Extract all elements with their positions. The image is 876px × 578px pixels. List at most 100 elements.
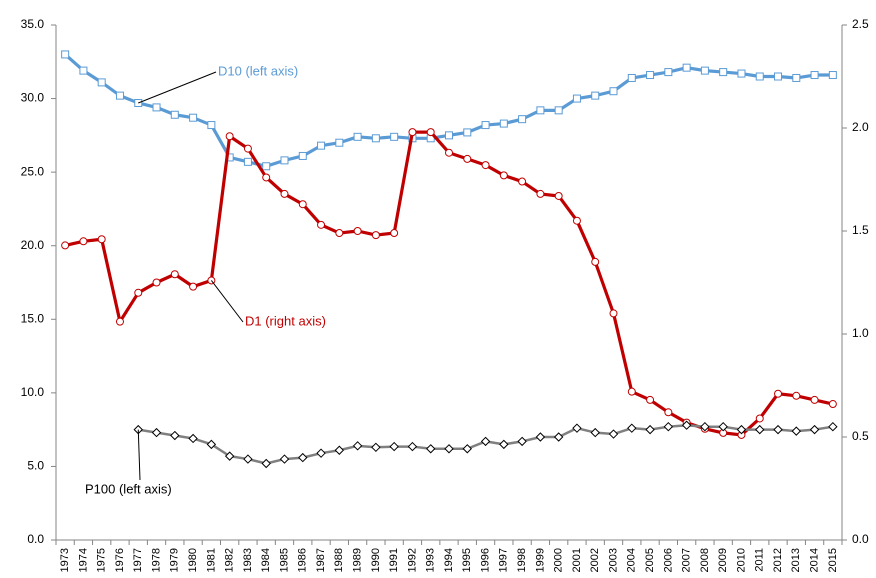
x-tick-label: 1984 (260, 548, 272, 572)
marker (353, 132, 362, 141)
marker (755, 414, 764, 423)
marker (115, 317, 124, 326)
x-tick-label: 1986 (297, 548, 309, 572)
marker (774, 72, 783, 81)
marker (718, 421, 728, 432)
marker (755, 72, 764, 81)
x-tick-label: 1980 (187, 548, 199, 572)
x-tick-label: 1990 (370, 548, 382, 572)
x-tick-label: 1976 (114, 548, 126, 572)
x-tick-label: 1991 (388, 548, 400, 572)
x-tick-label: 1979 (169, 548, 181, 572)
marker (736, 424, 747, 435)
y2-tick-label: 2.0 (852, 120, 869, 134)
marker (243, 157, 252, 166)
marker (463, 128, 472, 137)
marker (499, 119, 508, 128)
y2-tick-label: 1.0 (852, 326, 869, 340)
marker (206, 439, 217, 450)
marker (390, 229, 399, 238)
marker (152, 103, 161, 112)
marker (536, 189, 545, 198)
x-tick-label: 2015 (827, 548, 839, 572)
x-tick-label: 1973 (59, 548, 71, 572)
marker (463, 154, 472, 163)
x-tick-label: 2007 (681, 548, 693, 572)
marker (97, 235, 106, 244)
marker (298, 452, 308, 463)
marker (243, 454, 253, 464)
marker (828, 400, 837, 409)
marker (828, 71, 837, 80)
marker (810, 71, 819, 80)
x-tick-label: 2009 (717, 548, 729, 572)
marker (371, 442, 381, 453)
x-tick-label: 2003 (607, 548, 619, 572)
x-tick-label: 1975 (96, 548, 108, 572)
marker (371, 231, 380, 240)
marker (61, 241, 70, 250)
marker (390, 132, 399, 141)
marker (609, 87, 618, 96)
x-tick-label: 1987 (315, 548, 327, 572)
marker (517, 436, 527, 447)
annotation: D10 (left axis) (218, 63, 298, 78)
x-tick-label: 1977 (132, 548, 144, 572)
marker (681, 420, 692, 430)
x-tick-label: 1994 (443, 548, 455, 572)
marker (189, 282, 198, 291)
marker (61, 50, 70, 59)
marker (481, 121, 490, 130)
marker (170, 110, 179, 119)
marker (536, 106, 545, 115)
marker (188, 433, 198, 444)
y-tick-label: 15.0 (21, 311, 45, 325)
annotation-leader (210, 280, 244, 323)
marker (225, 132, 234, 141)
y-tick-label: 10.0 (21, 385, 45, 399)
marker (224, 451, 235, 461)
marker (554, 106, 563, 115)
x-tick-label: 2014 (808, 548, 820, 572)
marker (426, 444, 436, 454)
marker (279, 454, 290, 464)
x-tick-label: 2000 (553, 548, 565, 572)
x-tick-label: 1997 (498, 548, 510, 572)
marker (151, 427, 162, 438)
marker (810, 395, 819, 404)
annotation-leader (138, 71, 217, 104)
marker (664, 408, 673, 417)
x-tick-label: 1983 (242, 548, 254, 572)
marker (97, 78, 106, 87)
y-tick-label: 25.0 (21, 164, 45, 178)
annotation: P100 (left axis) (85, 481, 172, 496)
marker (335, 138, 344, 147)
marker (518, 177, 527, 186)
y2-tick-label: 2.5 (852, 17, 869, 31)
y2-tick-label: 1.5 (852, 223, 869, 237)
marker (445, 131, 453, 140)
x-tick-label: 2001 (571, 548, 583, 572)
x-tick-label: 1988 (333, 548, 345, 572)
x-tick-label: 1996 (479, 548, 491, 572)
y-tick-label: 5.0 (27, 459, 44, 473)
x-tick-label: 1993 (425, 548, 437, 572)
marker (262, 173, 271, 182)
marker (352, 441, 363, 451)
marker (480, 436, 491, 447)
x-tick-label: 1978 (150, 548, 162, 572)
marker (591, 257, 600, 266)
marker (664, 68, 673, 77)
x-tick-label: 1982 (224, 548, 236, 572)
marker (316, 448, 326, 458)
marker (791, 426, 802, 436)
x-tick-label: 2010 (735, 548, 747, 572)
marker (663, 421, 674, 432)
marker (261, 458, 271, 469)
marker (79, 66, 88, 75)
marker (646, 395, 655, 404)
marker (189, 113, 198, 122)
marker (280, 156, 289, 165)
x-tick-label: 2011 (754, 548, 766, 572)
